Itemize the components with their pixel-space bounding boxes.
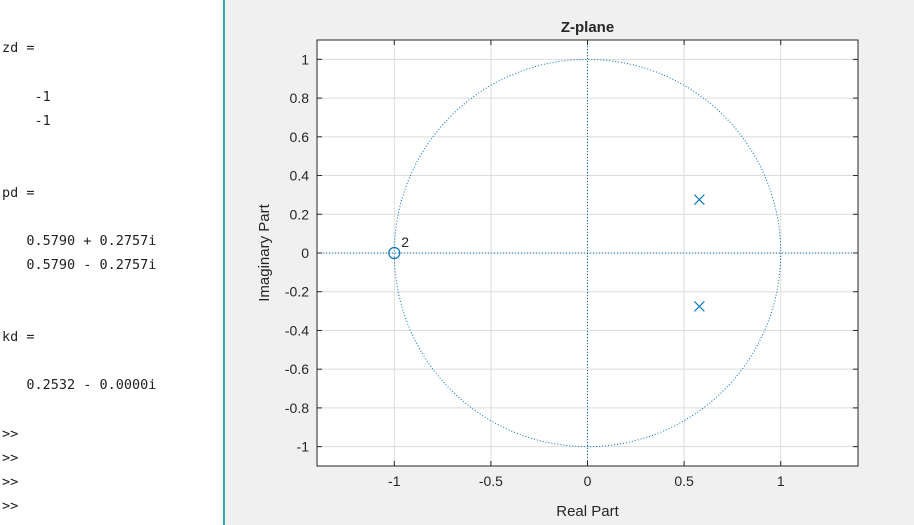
- command-output-line: 0.2532 - 0.0000i: [2, 377, 157, 393]
- command-output-line: 0.5790 - 0.2757i: [2, 257, 157, 273]
- y-tick-label: 0.2: [290, 206, 310, 222]
- command-output-line: zd =: [2, 40, 35, 56]
- command-output-line: -1: [2, 113, 51, 129]
- x-tick-label: -1: [388, 473, 401, 489]
- unit-circle: [393, 58, 782, 448]
- y-tick-label: -0.6: [285, 361, 309, 377]
- command-prompt: >>: [2, 426, 19, 442]
- x-tick-label: 1: [777, 473, 785, 489]
- pole-marker: [693, 300, 705, 312]
- y-tick-label: 0.6: [290, 129, 310, 145]
- y-tick-label: 0.8: [290, 90, 310, 106]
- zero-multiplicity-label: 2: [401, 234, 409, 250]
- y-tick-label: -1: [297, 439, 310, 455]
- command-prompt: >>: [2, 498, 19, 514]
- y-tick-label: 0: [301, 245, 309, 261]
- command-output-line: kd =: [2, 329, 35, 345]
- pole-stroke: [693, 194, 705, 206]
- y-tick-label: 1: [301, 51, 309, 67]
- chart-title: Z-plane: [561, 19, 614, 36]
- x-axis-label: Real Part: [556, 503, 619, 520]
- figure-window: -1 -0.5 0 0.5 1 1 0.8 0.6 0.4 0.2 0 -0.2 -0.4 -0.6 -0.…: [225, 0, 914, 525]
- command-output-line: -1: [2, 89, 51, 105]
- zero-marker: [388, 246, 401, 260]
- panel-divider[interactable]: [223, 0, 225, 525]
- zplane-plot: -1 -0.5 0 0.5 1 1 0.8 0.6 0.4 0.2 0 -0.2 -0.4 -0.6 -0.…: [256, 19, 859, 520]
- y-tick-label: -0.8: [285, 400, 309, 416]
- x-tick-label: 0.5: [674, 473, 694, 489]
- y-axis-label: Imaginary Part: [256, 203, 273, 301]
- y-tick-label: -0.4: [285, 322, 309, 338]
- y-tick-label: -0.2: [285, 284, 309, 300]
- x-tick-label: -0.5: [479, 473, 503, 489]
- y-tick-label: 0.4: [290, 168, 310, 184]
- command-prompt: >>: [2, 474, 19, 490]
- x-tick-label: 0: [584, 473, 592, 489]
- pole-stroke: [693, 300, 705, 312]
- command-prompt: >>: [2, 450, 19, 466]
- command-output-line: 0.5790 + 0.2757i: [2, 233, 157, 249]
- command-output-line: pd =: [2, 185, 35, 201]
- pole-marker: [693, 194, 705, 206]
- command-window[interactable]: zd = -1 -1 pd = 0.5790 + 0.2757i 0.5790 -…: [0, 0, 223, 525]
